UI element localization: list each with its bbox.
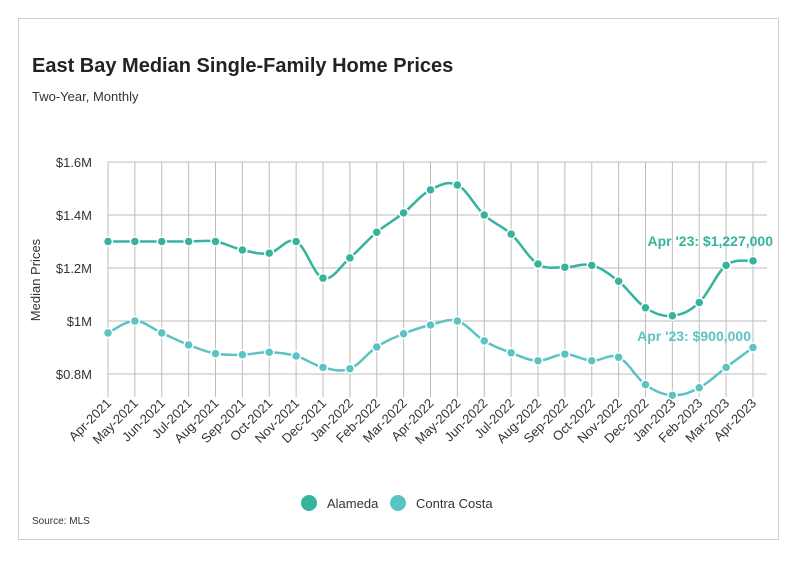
data-point bbox=[747, 255, 759, 267]
chart-subtitle: Two-Year, Monthly bbox=[32, 89, 139, 104]
data-point bbox=[694, 297, 705, 308]
data-point bbox=[183, 339, 194, 351]
data-point bbox=[344, 252, 356, 264]
data-point bbox=[640, 302, 651, 313]
x-axis-ticks: Apr-2021May-2021Jun-2021Jul-2021Aug-2021… bbox=[66, 396, 759, 447]
data-point bbox=[102, 327, 114, 339]
data-point bbox=[290, 350, 302, 362]
data-point bbox=[156, 236, 167, 247]
chart-title: East Bay Median Single-Family Home Price… bbox=[32, 55, 454, 77]
data-point bbox=[613, 352, 624, 363]
data-point bbox=[317, 362, 329, 373]
data-point bbox=[102, 236, 114, 247]
data-point bbox=[452, 315, 463, 327]
data-point bbox=[398, 207, 409, 219]
data-point bbox=[667, 389, 678, 401]
y-tick-label: $1M bbox=[67, 314, 92, 329]
data-point bbox=[264, 247, 275, 259]
data-point bbox=[505, 228, 517, 240]
data-point bbox=[156, 327, 167, 339]
data-point bbox=[586, 355, 597, 366]
data-point bbox=[532, 258, 544, 270]
data-point bbox=[129, 236, 141, 247]
y-axis-ticks: $0.8M $1M $1.2M $1.4M $1.6M bbox=[56, 155, 92, 382]
annotations: Apr '23: $1,227,000 Apr '23: $900,000 bbox=[637, 233, 773, 344]
data-point bbox=[720, 362, 732, 373]
data-point bbox=[237, 244, 248, 256]
legend: Alameda Contra Costa bbox=[301, 495, 493, 511]
data-point bbox=[747, 342, 759, 353]
data-point bbox=[183, 236, 194, 247]
y-tick-label: $1.2M bbox=[56, 261, 92, 276]
chart-frame bbox=[18, 18, 779, 540]
data-point bbox=[559, 261, 571, 273]
data-point bbox=[425, 319, 436, 331]
data-point bbox=[317, 272, 329, 284]
legend-label: Contra Costa bbox=[416, 496, 493, 511]
data-point bbox=[667, 310, 678, 321]
grid-lines bbox=[107, 161, 767, 397]
source-note: Source: MLS bbox=[32, 516, 90, 527]
data-point bbox=[452, 179, 463, 191]
y-axis-title: Median Prices bbox=[28, 238, 43, 321]
data-point bbox=[694, 382, 705, 394]
data-point bbox=[505, 347, 517, 359]
data-point bbox=[640, 379, 651, 390]
y-tick-label: $1.6M bbox=[56, 155, 92, 170]
data-point bbox=[237, 349, 248, 360]
data-point bbox=[344, 363, 356, 374]
data-point bbox=[613, 276, 624, 287]
legend-label: Alameda bbox=[327, 496, 379, 511]
annotation-alameda: Apr '23: $1,227,000 bbox=[647, 233, 773, 249]
data-point bbox=[264, 347, 275, 358]
data-point bbox=[425, 184, 436, 196]
data-point bbox=[720, 260, 732, 271]
data-point bbox=[532, 355, 544, 366]
data-point bbox=[129, 315, 141, 327]
data-point bbox=[398, 328, 409, 339]
legend-marker bbox=[301, 495, 317, 511]
legend-marker bbox=[390, 495, 406, 511]
data-point bbox=[479, 335, 490, 347]
y-tick-label: $1.4M bbox=[56, 208, 92, 223]
data-point bbox=[371, 226, 382, 238]
data-point bbox=[559, 348, 571, 360]
series-group bbox=[102, 179, 759, 401]
data-point bbox=[586, 260, 597, 271]
data-point bbox=[479, 209, 490, 221]
annotation-contra-costa: Apr '23: $900,000 bbox=[637, 328, 751, 344]
y-tick-label: $0.8M bbox=[56, 367, 92, 382]
data-point bbox=[371, 341, 382, 353]
data-point bbox=[210, 348, 221, 359]
data-point bbox=[290, 236, 302, 247]
data-point bbox=[210, 236, 221, 247]
